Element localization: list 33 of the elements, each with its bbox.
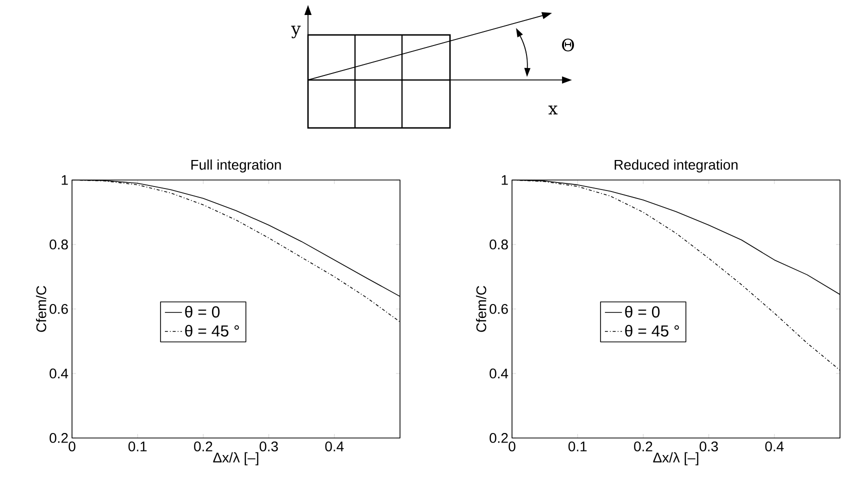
text: y (291, 26, 301, 38)
y-axis-title: Cfem/C (36, 286, 46, 332)
y-tick-label: 0.6 (50, 304, 68, 314)
y-tick-label: 0.2 (50, 433, 68, 443)
y-tick-label: 0.4 (490, 368, 508, 378)
legend-label: θ = 0 (185, 306, 220, 318)
y-tick-label: 0.8 (50, 240, 68, 250)
text: x (548, 106, 558, 114)
x-tick-label: 0.2 (194, 441, 212, 452)
x-tick-label: 0.3 (260, 441, 278, 452)
chart-title: Full integration (191, 159, 281, 172)
x-axis-title: Δx/λ [–] (213, 452, 258, 466)
chart-title: Reduced integration (614, 159, 738, 172)
legend-label: θ = 0 (625, 306, 660, 318)
y-tick-label: 0.6 (490, 304, 508, 314)
x-axis-title: Δx/λ [–] (653, 452, 698, 466)
x-tick-label: 0.4 (765, 441, 784, 452)
x-tick-label: 0.1 (128, 441, 147, 452)
x-tick-label: 0.2 (634, 441, 652, 452)
y-tick-label: 0.8 (490, 240, 508, 250)
x-tick-label: 0 (68, 441, 76, 452)
y-tick-label: 1 (62, 175, 68, 185)
x-tick-label: 0.3 (700, 441, 718, 452)
x-tick-label: 0.4 (325, 441, 344, 452)
y-tick-label: 1 (502, 175, 508, 185)
y-tick-label: 0.4 (50, 368, 68, 378)
x-tick-label: 0.1 (568, 441, 587, 452)
y-tick-label: 0.2 (490, 433, 508, 443)
legend-label: θ = 45 ° (185, 324, 239, 337)
text: Θ (562, 38, 574, 52)
x-tick-label: 0 (508, 441, 516, 452)
y-axis-title: Cfem/C (476, 286, 486, 332)
legend-label: θ = 45 ° (625, 324, 679, 337)
